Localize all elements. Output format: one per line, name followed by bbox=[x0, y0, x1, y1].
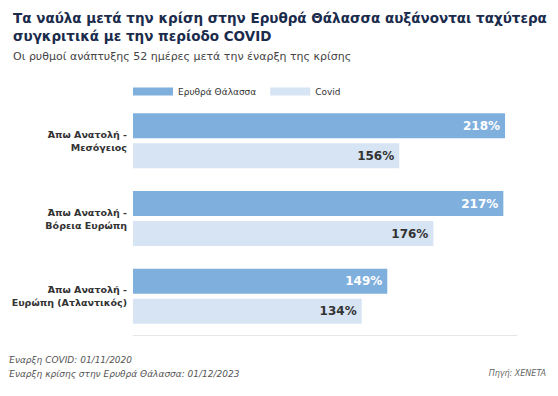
svg-text:Πηγή: XENETA: Πηγή: XENETA bbox=[489, 369, 546, 378]
svg-text:Άπω Ανατολή -: Άπω Ανατολή - bbox=[47, 284, 127, 295]
svg-text:Ερυθρά Θάλασσα: Ερυθρά Θάλασσα bbox=[178, 87, 256, 97]
svg-text:Έναρξη κρίσης στην Ερυθρά Θάλα: Έναρξη κρίσης στην Ερυθρά Θάλασσα: 01/12… bbox=[8, 369, 240, 379]
svg-text:Άπω Ανατολή -: Άπω Ανατολή - bbox=[47, 129, 127, 140]
svg-text:Βόρεια Ευρώπη: Βόρεια Ευρώπη bbox=[45, 220, 127, 231]
svg-text:Ευρώπη (Ατλαντικός): Ευρώπη (Ατλαντικός) bbox=[12, 297, 127, 308]
svg-text:218%: 218% bbox=[463, 119, 500, 133]
svg-text:217%: 217% bbox=[461, 197, 498, 211]
svg-text:149%: 149% bbox=[345, 274, 382, 288]
svg-text:Covid: Covid bbox=[315, 87, 340, 97]
svg-text:Έναρξη COVID: 01/11/2020: Έναρξη COVID: 01/11/2020 bbox=[8, 355, 132, 365]
svg-text:Τα ναύλα μετά την κρίση στην Ε: Τα ναύλα μετά την κρίση στην Ερυθρά Θάλα… bbox=[13, 10, 547, 26]
svg-text:Άπω Ανατολή -: Άπω Ανατολή - bbox=[47, 207, 127, 218]
svg-text:134%: 134% bbox=[320, 304, 357, 318]
svg-text:176%: 176% bbox=[391, 227, 428, 241]
svg-text:Οι ρυθμοί ανάπτυξης 52 ημέρες: Οι ρυθμοί ανάπτυξης 52 ημέρες μετά την έ… bbox=[13, 50, 351, 63]
svg-text:συγκριτικά με την περίοδο COVI: συγκριτικά με την περίοδο COVID bbox=[13, 28, 271, 44]
svg-text:Μεσόγειος: Μεσόγειος bbox=[71, 142, 127, 153]
svg-text:156%: 156% bbox=[357, 149, 394, 163]
